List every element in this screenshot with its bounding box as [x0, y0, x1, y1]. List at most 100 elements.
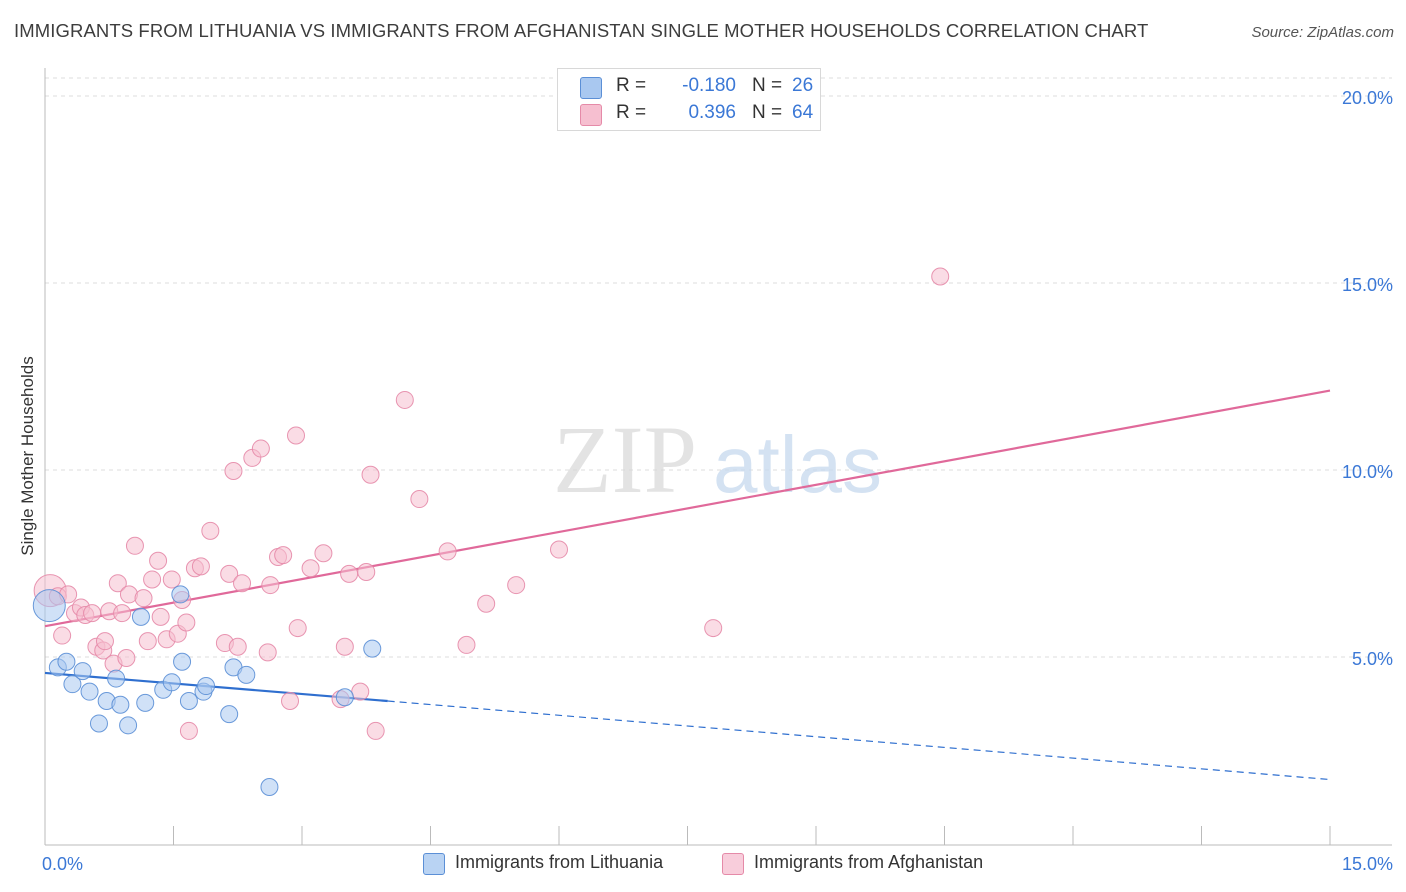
- lithuania-swatch: [423, 853, 445, 875]
- n-value: 64: [792, 102, 814, 123]
- afghanistan-point: [220, 564, 239, 583]
- lithuania-point: [32, 589, 66, 623]
- afghanistan-point: [191, 557, 210, 576]
- afghanistan-point: [108, 574, 127, 593]
- n-value: 26: [792, 75, 814, 96]
- afghanistan-point: [314, 544, 333, 563]
- lithuania-point: [363, 639, 382, 658]
- afghanistan-point: [507, 576, 526, 595]
- lithuania-point: [89, 714, 108, 733]
- r-label: R =: [616, 75, 647, 96]
- series-legend: Immigrants from Lithuania Immigrants fro…: [0, 852, 1406, 878]
- legend-label: Immigrants from Lithuania: [455, 852, 664, 872]
- watermark: ZIP atlas: [553, 406, 882, 513]
- afghanistan-point: [53, 626, 72, 645]
- lithuania-point: [173, 652, 192, 671]
- afghanistan-point: [704, 619, 723, 638]
- lithuania-trend-extension: [387, 700, 1331, 781]
- afghanistan-point: [550, 540, 568, 559]
- watermark-atlas: atlas: [713, 420, 882, 509]
- correlation-legend: R = -0.180 N = 26 R = 0.396 N = 64: [557, 68, 821, 131]
- afghanistan-point: [361, 465, 380, 484]
- afghanistan-point: [357, 562, 376, 581]
- x-tick-label: 0.0%: [42, 854, 83, 874]
- afghanistan-point: [410, 490, 429, 509]
- afghanistan-point: [117, 649, 136, 667]
- afghanistan-point: [438, 542, 457, 561]
- afghanistan-point: [301, 559, 320, 578]
- afghanistan-point: [251, 439, 270, 458]
- lithuania-point: [107, 669, 126, 688]
- afghanistan-point: [931, 267, 950, 286]
- afghanistan-point: [162, 570, 181, 589]
- lithuania-point: [131, 607, 150, 626]
- r-value: 0.396: [688, 102, 736, 123]
- afghanistan-point: [258, 643, 277, 662]
- afghanistan-point: [351, 682, 370, 701]
- afghanistan-point: [281, 692, 300, 711]
- lithuania-point: [136, 693, 155, 712]
- n-label: N =: [752, 102, 783, 123]
- afghanistan-point: [288, 619, 307, 638]
- afghanistan-swatch: [722, 853, 744, 875]
- afghanistan-point: [177, 613, 196, 632]
- lithuania-points: [32, 585, 382, 797]
- afghanistan-point: [113, 604, 132, 623]
- lithuania-point: [171, 585, 190, 604]
- afghanistan-point: [201, 521, 220, 540]
- lithuania-point: [73, 662, 92, 681]
- afghanistan-point: [233, 574, 252, 593]
- afghanistan-point: [457, 635, 476, 654]
- watermark-zip: ZIP: [553, 406, 697, 513]
- y-tick-label: 20.0%: [1342, 88, 1393, 108]
- lithuania-point: [162, 673, 181, 692]
- afghanistan-point: [179, 721, 198, 740]
- lithuania-point: [80, 682, 99, 701]
- x-tick-label: 15.0%: [1342, 854, 1393, 874]
- y-axis-label: Single Mother Households: [18, 356, 37, 556]
- afghanistan-points: [33, 267, 950, 740]
- afghanistan-point: [151, 607, 170, 626]
- afghanistan-point: [274, 546, 293, 565]
- y-tick-label: 15.0%: [1342, 275, 1393, 295]
- afghanistan-swatch: [580, 104, 602, 126]
- lithuania-point: [179, 692, 198, 711]
- lithuania-trend-line: [44, 671, 388, 703]
- lithuania-point: [237, 665, 256, 684]
- y-tick-label: 5.0%: [1352, 649, 1393, 669]
- r-label: R =: [616, 102, 647, 123]
- lithuania-point: [335, 688, 354, 707]
- lithuania-point: [119, 716, 138, 735]
- afghanistan-point: [477, 594, 496, 613]
- lithuania-point: [197, 677, 216, 696]
- afghanistan-point: [143, 570, 162, 589]
- afghanistan-point: [224, 462, 243, 480]
- afghanistan-point: [366, 721, 385, 740]
- afghanistan-point: [395, 390, 414, 409]
- n-label: N =: [752, 75, 783, 96]
- legend-label: Immigrants from Afghanistan: [754, 852, 984, 872]
- source-label: Source: ZipAtlas.com: [1251, 24, 1394, 41]
- lithuania-point: [220, 705, 239, 724]
- afghanistan-point: [340, 564, 359, 583]
- afghanistan-point: [95, 632, 114, 651]
- afghanistan-point: [335, 637, 354, 656]
- lithuania-swatch: [580, 77, 602, 99]
- afghanistan-point: [228, 637, 247, 656]
- axes: [44, 68, 1392, 846]
- lithuania-point: [63, 675, 82, 694]
- tick-labels: 5.0% 10.0% 15.0% 20.0% 0.0% 15.0%: [42, 88, 1393, 874]
- afghanistan-point: [134, 589, 153, 608]
- chart-title: IMMIGRANTS FROM LITHUANIA VS IMMIGRANTS …: [14, 20, 1149, 41]
- afghanistan-trend-line: [44, 389, 1331, 628]
- afghanistan-point: [125, 536, 144, 555]
- y-tick-label: 10.0%: [1342, 462, 1393, 482]
- lithuania-point: [57, 652, 76, 671]
- afghanistan-point: [261, 576, 280, 595]
- afghanistan-point: [149, 551, 168, 570]
- afghanistan-point: [83, 604, 102, 623]
- afghanistan-point: [287, 426, 306, 445]
- trend-lines: [44, 389, 1331, 781]
- lithuania-point: [260, 778, 279, 797]
